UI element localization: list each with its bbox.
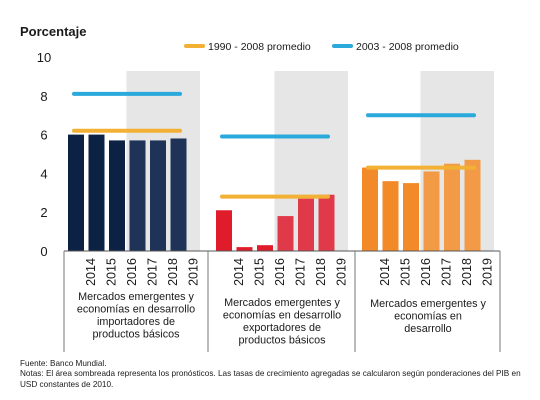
x-tick-label: 2017 (294, 258, 308, 286)
group-label-line: productos básicos (238, 335, 326, 347)
bar-3-2014 (362, 167, 378, 251)
bar-3-2019 (464, 159, 481, 251)
group-label-line: economías en desarrollo (77, 304, 195, 316)
bar-2-2015 (236, 247, 253, 251)
group-label-line: economías en desarrollo (223, 310, 341, 322)
x-tick-label: 2015 (105, 258, 119, 286)
bar-2-2014 (216, 210, 232, 251)
x-tick-label: 2019 (481, 258, 495, 286)
x-tick-label: 2019 (335, 258, 349, 286)
x-tick-label: 2019 (187, 258, 201, 286)
x-tick-label: 2017 (146, 258, 160, 286)
notes-text: Notas: El área sombreada representa los … (20, 369, 521, 389)
bar-2-2019 (318, 194, 335, 251)
x-tick-label: 2018 (166, 258, 180, 286)
x-tick-label: 2018 (460, 258, 474, 286)
bar-3-2018 (444, 163, 460, 251)
legend-label-1: 1990 - 2008 promedio (208, 41, 311, 53)
x-tick-label: 2016 (419, 258, 433, 286)
x-tick-label: 2016 (273, 258, 287, 286)
y-axis-title: Porcentaje (20, 24, 86, 39)
group-label-line: exportadores de (243, 322, 321, 334)
bar-1-2017 (129, 140, 146, 251)
x-tick-label: 2014 (378, 258, 392, 286)
x-tick-label: 2018 (314, 258, 328, 286)
y-tick-label: 0 (40, 244, 47, 259)
x-tick-label: 2014 (232, 258, 246, 286)
bar-2-2017 (277, 216, 294, 251)
bar-2-2018 (298, 198, 314, 251)
axes (63, 250, 501, 352)
bar-3-2017 (423, 171, 440, 251)
source-note: Fuente: Banco Mundial. (20, 359, 107, 368)
bar-1-2014 (68, 134, 84, 251)
group-label-line: importadores de (97, 316, 175, 328)
y-tick-label: 6 (40, 128, 47, 143)
y-tick-label: 4 (40, 166, 47, 181)
bar-1-2018 (150, 140, 166, 251)
group-label-line: productos básicos (92, 329, 180, 341)
group-label-line: Mercados emergentes y (370, 298, 486, 310)
bar-1-2019 (170, 138, 187, 251)
group-label-line: economías en (394, 311, 462, 323)
group-label-line: Mercados emergentes y (78, 291, 194, 303)
bar-3-2016 (403, 183, 419, 251)
y-tick-label: 2 (40, 205, 47, 220)
bar-1-2016 (109, 140, 125, 251)
x-tick-label: 2014 (84, 258, 98, 286)
footnotes: Fuente: Banco Mundial. Notas: El área so… (20, 359, 530, 390)
x-tick-label: 2015 (253, 258, 267, 286)
x-tick-label: 2016 (125, 258, 139, 286)
x-tick-label: 2015 (399, 258, 413, 286)
legend: 1990 - 2008 promedio 2003 - 2008 promedio (184, 41, 459, 53)
bar-3-2015 (382, 181, 399, 251)
bar-1-2015 (88, 134, 105, 251)
bars (68, 134, 481, 251)
x-tick-label: 2017 (440, 258, 454, 286)
y-tick-label: 8 (40, 89, 47, 104)
chart-svg: Porcentaje 1990 - 2008 promedio 2003 - 20… (20, 24, 501, 352)
y-tick-label: 10 (37, 50, 51, 65)
x-axis-ticks: 2014 2015 2016 2017 2018 2019 2014 2015 2016 2017… (84, 258, 495, 286)
bar-2-2016 (257, 245, 273, 251)
group-label-line: Mercados emergentes y (224, 297, 340, 309)
group-label-line: desarrollo (404, 323, 451, 335)
legend-label-2: 2003 - 2008 promedio (356, 41, 459, 53)
y-axis-ticks: 0 2 4 6 8 10 (37, 50, 51, 259)
average-lines (72, 91, 476, 199)
